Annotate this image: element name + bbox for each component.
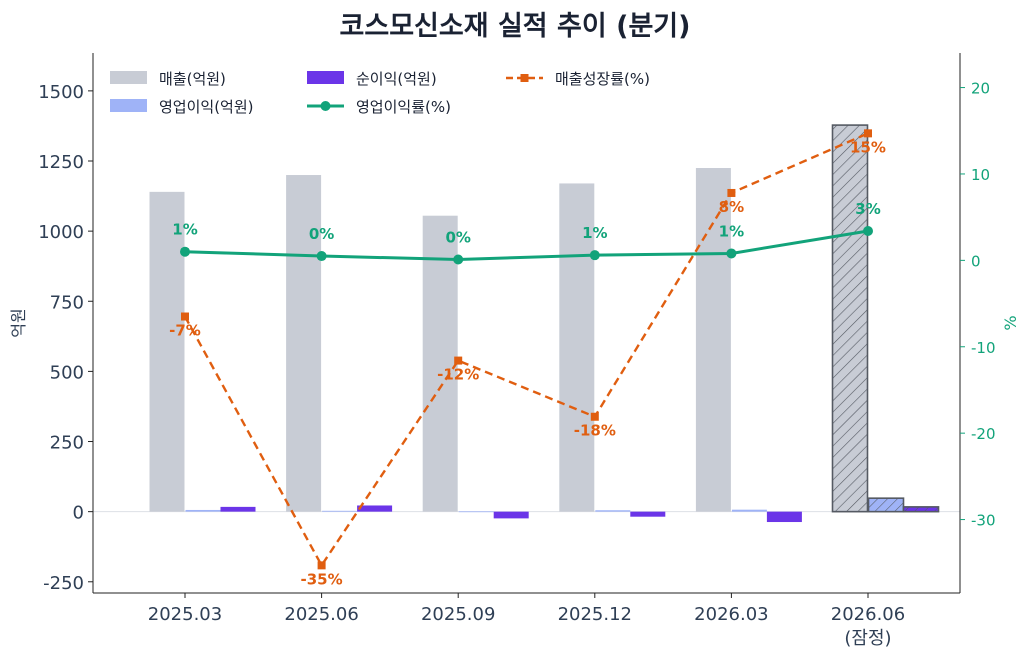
data-label-0-2: 0%	[445, 228, 470, 246]
y2-axis-label: %	[1001, 315, 1020, 330]
marker-0-5	[863, 225, 873, 236]
data-label-1-4: 8%	[719, 198, 744, 216]
legend-marker-4	[520, 74, 529, 82]
bar-0-5	[831, 124, 869, 513]
x-tick-label: 2025.03	[148, 604, 222, 625]
bar-1-2	[458, 511, 494, 513]
left-tick-label: -250	[43, 573, 84, 594]
data-label-1-3: -18%	[574, 422, 616, 440]
data-label-0-0: 1%	[172, 221, 197, 239]
bar-2-2	[493, 511, 529, 519]
x-tick-label: 2025.09	[421, 604, 495, 625]
chart-title: 코스모신소재 실적 추이 (분기)	[339, 11, 691, 42]
left-tick-label: 1500	[38, 82, 84, 103]
marker-0-2	[453, 254, 464, 265]
bar-1-4	[731, 509, 767, 512]
right-tick-label: 20	[971, 80, 990, 98]
right-tick-label: -10	[971, 339, 996, 357]
legend-label-3: 영업이익률(%)	[356, 98, 451, 116]
data-label-1-5: 15%	[850, 138, 886, 156]
legend-label-4: 매출성장률(%)	[555, 70, 650, 88]
marker-0-3	[589, 250, 600, 261]
data-label-0-3: 1%	[582, 224, 607, 242]
legend-label-2: 순이익(억원)	[356, 70, 437, 88]
legend-label-1: 영업이익(억원)	[159, 98, 254, 116]
bar-1-0	[185, 509, 221, 512]
data-label-0-4: 1%	[719, 222, 744, 240]
bars-layer	[149, 124, 940, 523]
data-label-1-1: -35%	[301, 570, 343, 588]
marker-0-4	[726, 248, 737, 259]
legend: 매출(억원) 영업이익(억원) 순이익(억원) 영업이익률(%) 매출성장률(%)	[110, 70, 650, 116]
bar-2-0	[220, 506, 256, 512]
line-series-0	[184, 229, 869, 261]
marker-1-3	[590, 412, 599, 421]
legend-swatch-2	[307, 71, 344, 84]
bar-2-4	[766, 511, 802, 523]
marker-1-2	[454, 356, 463, 365]
legend-label-0: 매출(억원)	[159, 70, 226, 88]
bar-2-5	[902, 506, 940, 513]
bar-0-3	[559, 183, 595, 512]
legend-swatch-0	[110, 71, 147, 84]
bar-2-3	[630, 511, 666, 517]
right-tick-label: -20	[971, 425, 996, 443]
marker-1-5	[864, 129, 872, 138]
axes-layer: -250 0 250 500 750 1000 1250 1500 -30 -20 -10 0 10 20…	[9, 53, 1020, 649]
x-tick-label: 2025.12	[558, 604, 632, 625]
bar-1-1	[322, 510, 358, 512]
x-tick-label: 2026.06	[831, 604, 905, 625]
left-tick-label: 1000	[38, 222, 84, 243]
legend-swatch-1	[110, 99, 147, 112]
data-label-0-5: 3%	[855, 200, 880, 218]
right-tick-label: 10	[971, 166, 990, 184]
legend-marker-3	[320, 101, 331, 111]
marker-1-4	[727, 188, 736, 197]
lines-layer	[180, 129, 873, 570]
marker-0-0	[180, 246, 190, 257]
bar-0-1	[286, 175, 322, 512]
right-tick-label: 0	[971, 252, 981, 270]
left-tick-label: 500	[50, 362, 84, 383]
x-tick-label: 2025.06	[284, 604, 358, 625]
data-labels-layer: 1% 0% 0% 1% 1% 3% -7% -35% -12% -18% 8% 15%	[169, 138, 886, 588]
left-tick-label: 1250	[38, 152, 84, 173]
data-label-1-0: -7%	[169, 322, 201, 340]
data-label-1-2: -12%	[437, 366, 479, 384]
right-tick-label: -30	[971, 512, 996, 530]
left-tick-label: 750	[50, 292, 84, 313]
marker-0-1	[316, 251, 327, 262]
bar-0-4	[695, 168, 731, 512]
bar-1-3	[595, 510, 631, 512]
line-series-1	[183, 132, 869, 568]
data-label-0-1: 0%	[309, 225, 334, 243]
bar-2-1	[357, 505, 393, 512]
x-tick-sublabel: (잠정)	[844, 628, 891, 649]
bar-0-0	[149, 191, 185, 512]
y-axis-label: 억원	[9, 308, 28, 337]
marker-1-0	[181, 312, 189, 321]
left-tick-label: 0	[73, 503, 84, 524]
bar-0-2	[422, 215, 458, 512]
x-tick-label: 2026.03	[694, 604, 768, 625]
left-tick-label: 250	[50, 433, 84, 454]
marker-1-1	[317, 561, 326, 570]
bar-1-5	[867, 497, 905, 513]
